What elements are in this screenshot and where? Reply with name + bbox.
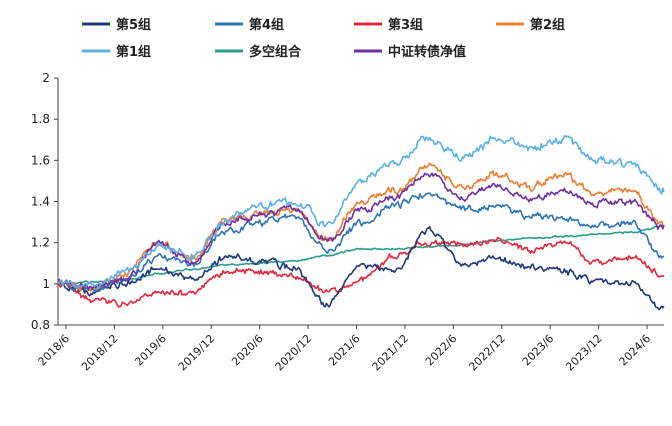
series-line-5 — [57, 135, 665, 289]
x-tick-label: 2022/12 — [466, 332, 508, 374]
y-tick-label: 1.8 — [31, 112, 50, 126]
x-tick-label: 2020/6 — [229, 332, 266, 369]
x-tick-label: 2021/6 — [326, 332, 363, 369]
legend-item: 第1组 — [82, 44, 151, 60]
legend-label: 第2组 — [530, 17, 565, 33]
legend-item: 第2组 — [496, 17, 565, 33]
series-layer — [57, 135, 665, 311]
legend-label: 第3组 — [388, 17, 423, 33]
legend-item: 第5组 — [82, 17, 151, 33]
x-tick-label: 2018/6 — [36, 332, 73, 369]
x-tick-label: 2024/6 — [617, 332, 654, 369]
legend-item: 多空组合 — [215, 44, 302, 60]
x-tick-label: 2019/12 — [176, 332, 218, 374]
y-tick-label: 1.6 — [31, 153, 50, 167]
legend-label: 中证转债净值 — [388, 44, 466, 60]
y-tick-label: 1.2 — [31, 236, 50, 250]
x-tick-label: 2019/6 — [132, 332, 169, 369]
y-tick-label: 1.4 — [31, 195, 50, 209]
series-line-1 — [57, 225, 665, 311]
series-line-3 — [57, 236, 665, 308]
legend-item: 第4组 — [215, 17, 284, 33]
legend-item: 第3组 — [354, 17, 423, 33]
legend-label: 多空组合 — [249, 44, 302, 60]
y-tick-label: 1 — [42, 277, 50, 291]
series-line-2 — [57, 192, 665, 293]
x-tick-label: 2023/6 — [520, 332, 557, 369]
legend-label: 第5组 — [116, 17, 151, 33]
legend-item: 中证转债净值 — [354, 44, 466, 60]
y-tick-label: 2 — [42, 71, 50, 85]
legend-label: 第4组 — [249, 17, 284, 33]
x-tick-label: 2021/12 — [370, 332, 412, 374]
series-line-6 — [57, 225, 665, 286]
x-tick-label: 2020/12 — [273, 332, 315, 374]
x-tick-label: 2023/12 — [563, 332, 605, 374]
legend-label: 第1组 — [116, 44, 151, 60]
series-line-7 — [57, 172, 665, 291]
x-tick-label: 2018/12 — [79, 332, 121, 374]
y-tick-label: 0.8 — [31, 318, 50, 332]
x-tick-label: 2022/6 — [423, 332, 460, 369]
